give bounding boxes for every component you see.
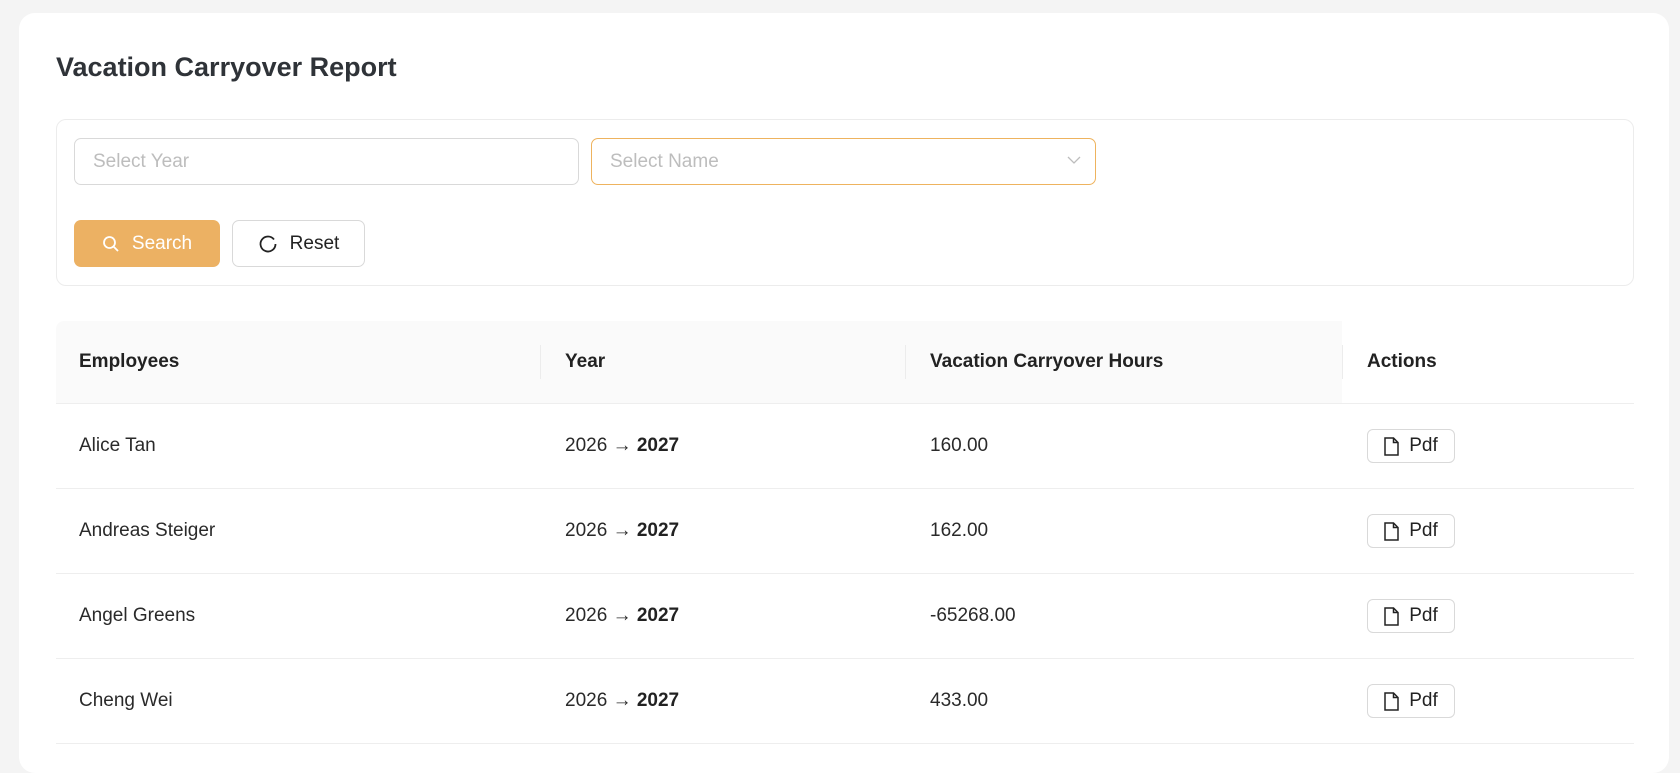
year-from: 2026 bbox=[565, 520, 608, 541]
pdf-label: Pdf bbox=[1409, 520, 1438, 541]
file-icon bbox=[1384, 521, 1399, 541]
pdf-label: Pdf bbox=[1409, 690, 1438, 711]
name-placeholder: Select Name bbox=[610, 151, 719, 172]
carryover-hours: 162.00 bbox=[930, 520, 989, 541]
pdf-label: Pdf bbox=[1409, 435, 1438, 456]
year-to: 2027 bbox=[636, 520, 680, 541]
table-header: Employees Year Vacation Carryover Hours … bbox=[56, 321, 1634, 404]
employee-name: Cheng Wei bbox=[79, 690, 173, 711]
year-placeholder: Select Year bbox=[93, 151, 190, 172]
year-from: 2026 bbox=[565, 605, 608, 626]
employee-name: Alice Tan bbox=[79, 435, 156, 456]
column-header-hours[interactable]: Vacation Carryover Hours bbox=[930, 351, 1164, 372]
carryover-hours: -65268.00 bbox=[930, 605, 1016, 626]
page-title: Vacation Carryover Report bbox=[56, 52, 397, 82]
year-range: 2026 → 2027 bbox=[565, 404, 679, 488]
file-icon bbox=[1384, 606, 1399, 626]
year-to: 2027 bbox=[636, 605, 680, 626]
carryover-table: Employees Year Vacation Carryover Hours … bbox=[56, 321, 1634, 744]
pdf-label: Pdf bbox=[1409, 605, 1438, 626]
arrow: → bbox=[612, 435, 632, 456]
search-label: Search bbox=[131, 232, 193, 254]
employee-name: Andreas Steiger bbox=[79, 520, 216, 541]
carryover-hours: 160.00 bbox=[930, 435, 989, 456]
file-icon bbox=[1384, 436, 1399, 456]
column-header-actions: Actions bbox=[1367, 351, 1437, 372]
pdf-button[interactable]: Pdf bbox=[1367, 599, 1455, 633]
filter-panel bbox=[56, 119, 1634, 286]
pdf-button[interactable]: Pdf bbox=[1367, 514, 1455, 548]
arrow: → bbox=[612, 605, 632, 626]
carryover-hours: 433.00 bbox=[930, 690, 989, 711]
column-header-employees[interactable]: Employees bbox=[79, 351, 180, 372]
year-range: 2026 → 2027 bbox=[565, 659, 679, 743]
column-header-year[interactable]: Year bbox=[565, 351, 606, 372]
table-row: Angel Greens 2026 → 2027 -65268.00 Pdf bbox=[56, 574, 1634, 659]
table-row: Andreas Steiger 2026 → 2027 162.00 Pdf bbox=[56, 489, 1634, 574]
search-button[interactable]: Search bbox=[74, 220, 220, 267]
employee-name: Angel Greens bbox=[79, 605, 196, 626]
name-select[interactable]: Select Name bbox=[591, 138, 1096, 185]
year-select[interactable]: Select Year bbox=[74, 138, 579, 185]
year-range: 2026 → 2027 bbox=[565, 489, 679, 573]
reload-icon bbox=[259, 235, 277, 252]
year-to: 2027 bbox=[636, 435, 680, 456]
pdf-button[interactable]: Pdf bbox=[1367, 429, 1455, 463]
arrow: → bbox=[612, 520, 632, 541]
arrow: → bbox=[612, 690, 632, 711]
year-range: 2026 → 2027 bbox=[565, 574, 679, 658]
year-from: 2026 bbox=[565, 435, 608, 456]
chevron-down-icon bbox=[1067, 156, 1081, 164]
reset-label: Reset bbox=[289, 232, 340, 254]
pdf-button[interactable]: Pdf bbox=[1367, 684, 1455, 718]
table-row: Cheng Wei 2026 → 2027 433.00 Pdf bbox=[56, 659, 1634, 744]
year-to: 2027 bbox=[636, 690, 680, 711]
search-icon bbox=[102, 235, 119, 252]
year-from: 2026 bbox=[565, 690, 608, 711]
reset-button[interactable]: Reset bbox=[232, 220, 365, 267]
file-icon bbox=[1384, 691, 1399, 711]
table-row: Alice Tan 2026 → 2027 160.00 Pdf bbox=[56, 404, 1634, 489]
